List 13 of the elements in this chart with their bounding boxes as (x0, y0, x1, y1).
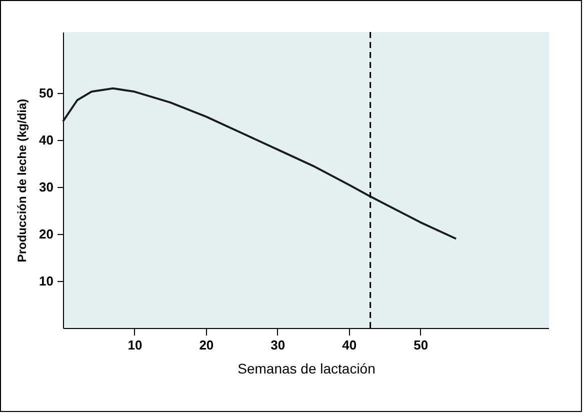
y-tick-label: 30 (39, 180, 54, 195)
y-tick-label: 20 (39, 226, 54, 242)
y-axis-title: Producción de leche (kg/dia) (15, 98, 30, 262)
line-series (62, 87, 458, 240)
y-tick-label: 50 (39, 86, 54, 101)
x-axis-title: Semanas de lactación (238, 360, 376, 376)
x-tick-label: 10 (128, 338, 142, 352)
y-tick-label: 40 (39, 132, 54, 148)
x-tick-label: 40 (342, 338, 357, 352)
x-tick-label: 30 (270, 338, 286, 352)
x-tick-label: 20 (199, 338, 214, 352)
x-tick-label: 50 (414, 338, 428, 352)
y-tick-label: 10 (39, 274, 54, 289)
